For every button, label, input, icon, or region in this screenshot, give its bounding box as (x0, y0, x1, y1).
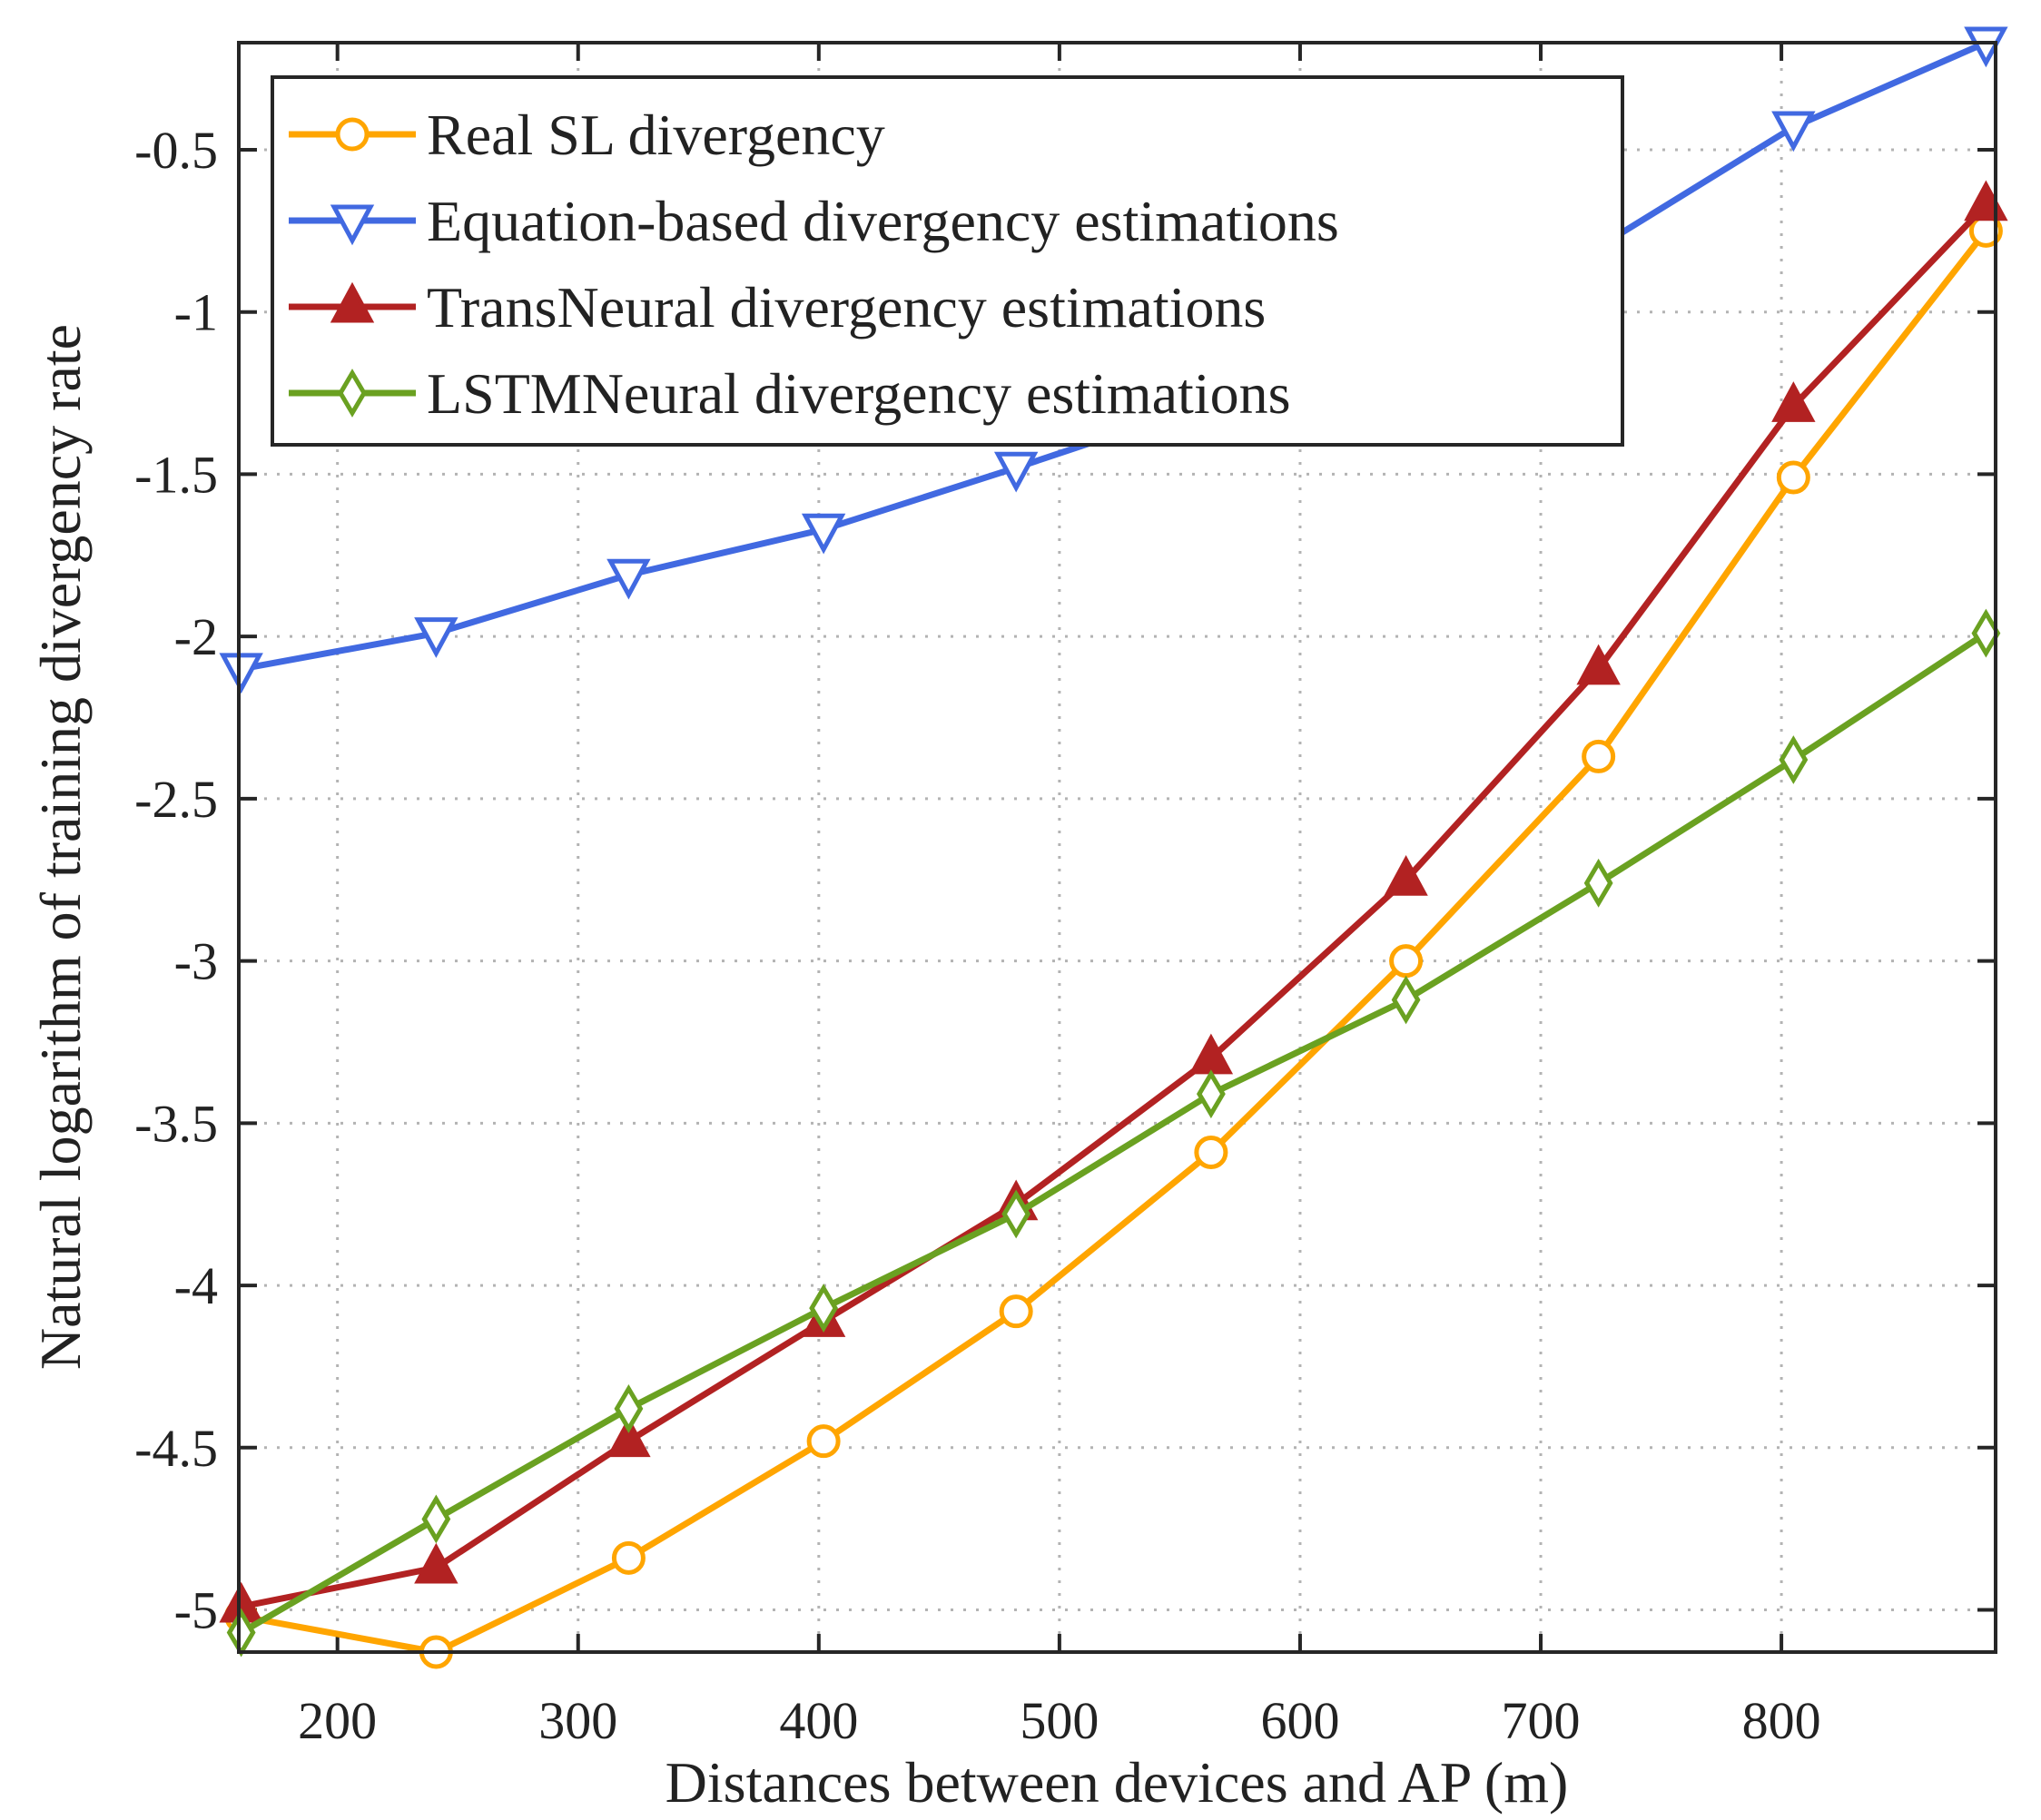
legend-entry: Equation-based divergency estimations (289, 189, 1339, 253)
legend-entry: Real SL divergency (289, 103, 885, 167)
data-point (801, 513, 846, 555)
data-point (414, 1542, 458, 1584)
series-lines (219, 26, 2008, 1669)
y-tick-label: -1.5 (134, 445, 218, 504)
data-point (809, 1284, 839, 1333)
y-tick-label: -2 (174, 607, 218, 666)
x-tick-label: 400 (779, 1691, 858, 1750)
series-4 (226, 608, 2001, 1658)
axis-ticks (239, 43, 1996, 1652)
data-point (421, 1494, 451, 1544)
data-point (1583, 858, 1613, 908)
y-tick-label: -1 (174, 283, 218, 342)
x-tick-labels: 200 300 400 500 600 700 800 (298, 1691, 1820, 1750)
data-point (1776, 460, 1810, 495)
data-point (414, 617, 458, 658)
x-tick-label: 800 (1742, 1691, 1821, 1750)
data-point (1576, 644, 1621, 685)
data-point (993, 451, 1039, 493)
data-point (1771, 111, 1816, 152)
y-tick-label: -3 (174, 932, 218, 991)
x-tick-label: 600 (1260, 1691, 1339, 1750)
data-point (1771, 381, 1816, 422)
series-line (239, 630, 1988, 1636)
y-tick-label: -5 (174, 1581, 218, 1640)
legend-marker (330, 281, 375, 323)
data-point (806, 1424, 841, 1459)
data-point (1196, 1069, 1226, 1119)
y-tick-label: -4.5 (134, 1419, 218, 1478)
legend-label: TransNeural divergency estimations (427, 275, 1266, 339)
series-3 (219, 180, 2008, 1623)
data-point (611, 1540, 646, 1575)
series-line (241, 229, 1989, 1656)
x-tick-label: 700 (1502, 1691, 1581, 1750)
data-point (606, 558, 651, 600)
legend-entry: LSTMNeural divergency estimations (289, 361, 1291, 426)
data-point (1391, 975, 1421, 1025)
data-point (1001, 1189, 1031, 1239)
x-tick-label: 200 (298, 1691, 377, 1750)
data-point (1384, 854, 1428, 896)
legend-marker (330, 204, 375, 246)
y-tick-labels: -5 -4.5 -4 -3.5 -3 -2.5 -2 -1.5 -1 -0.5 (134, 121, 218, 1640)
x-tick-label: 300 (538, 1691, 617, 1750)
legend-marker (338, 369, 367, 418)
plot-frame (237, 41, 1997, 1654)
legend-label: LSTMNeural divergency estimations (427, 361, 1291, 426)
data-point (999, 1294, 1033, 1329)
y-tick-label: -3.5 (134, 1094, 218, 1153)
series-line (240, 202, 1988, 1610)
y-axis-title: Natural logarithm of training divergency… (28, 324, 93, 1370)
y-tick-label: -0.5 (134, 121, 218, 180)
data-point (614, 1383, 644, 1433)
y-tick-label: -4 (174, 1256, 218, 1315)
data-point (606, 1416, 651, 1458)
data-point (1582, 739, 1616, 773)
legend-box (271, 75, 1624, 447)
x-tick-label: 500 (1020, 1691, 1099, 1750)
legend-entry: TransNeural divergency estimations (289, 275, 1266, 339)
legend-label: Real SL divergency (427, 103, 885, 167)
legend: Real SL divergency Equation-based diverge… (271, 75, 1624, 447)
y-tick-label: -2.5 (134, 770, 218, 829)
x-axis-title: Distances between devices and AP (m) (666, 1750, 1569, 1815)
data-point (1779, 735, 1809, 784)
legend-label: Equation-based divergency estimations (427, 189, 1339, 253)
data-point (1194, 1136, 1228, 1170)
data-point (219, 653, 263, 694)
legend-marker (335, 117, 370, 152)
data-point (1389, 944, 1424, 979)
